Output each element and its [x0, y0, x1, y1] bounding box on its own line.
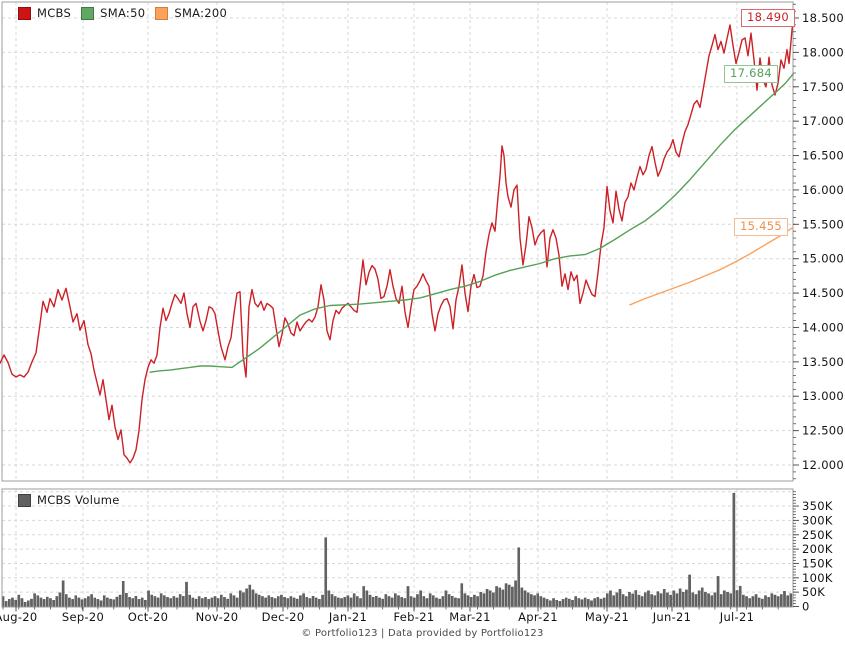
mcbs-series-swatch-icon: [18, 6, 31, 20]
svg-text:Nov-20: Nov-20: [196, 610, 239, 624]
svg-text:350K: 350K: [802, 499, 833, 513]
end-label-mcbs: 18.490: [740, 9, 795, 28]
attribution-footer: © Portfolio123 | Data provided by Portfo…: [301, 628, 544, 639]
svg-text:Feb-21: Feb-21: [394, 610, 435, 624]
svg-text:Jun-21: Jun-21: [652, 610, 692, 624]
svg-text:13.500: 13.500: [802, 355, 844, 369]
end-label-sma200: 15.455: [733, 217, 788, 236]
svg-text:13.000: 13.000: [802, 389, 844, 403]
svg-text:12.000: 12.000: [802, 458, 844, 472]
legend-label-sma200: SMA:200: [174, 6, 228, 20]
svg-text:0: 0: [802, 600, 810, 614]
svg-text:16.000: 16.000: [802, 183, 844, 197]
sma50-line: [149, 73, 794, 373]
panel-borders: [1, 1, 794, 608]
price-axis-labels: 12.000 12.500 13.000 13.500 14.000 14.500 15.0…: [793, 3, 844, 480]
svg-text:Oct-20: Oct-20: [128, 610, 168, 624]
svg-text:17.500: 17.500: [802, 80, 844, 94]
svg-text:16.500: 16.500: [802, 149, 844, 163]
svg-text:18.000: 18.000: [802, 45, 844, 59]
end-label-sma50: 17.684: [723, 64, 778, 83]
svg-text:Apr-21: Apr-21: [518, 610, 558, 624]
sma200-series-swatch-icon: [155, 6, 169, 20]
legend-item-mcbs: MCBS: [18, 6, 71, 20]
legend-item-sma200: SMA:200: [155, 6, 227, 20]
svg-text:Aug-20: Aug-20: [0, 610, 38, 624]
volume-bars: [1, 492, 793, 607]
svg-text:15.500: 15.500: [802, 217, 844, 231]
sma50-series-swatch-icon: [81, 6, 95, 20]
svg-text:50K: 50K: [802, 585, 825, 599]
volume-legend: MCBS Volume: [18, 493, 120, 507]
legend-item-sma50: SMA:50: [81, 6, 145, 20]
svg-text:Dec-20: Dec-20: [262, 610, 305, 624]
svg-text:300K: 300K: [802, 513, 833, 527]
svg-text:250K: 250K: [802, 528, 833, 542]
svg-text:100K: 100K: [802, 571, 833, 585]
svg-text:150K: 150K: [802, 556, 833, 570]
price-legend: MCBS SMA:50 SMA:200: [18, 6, 227, 20]
legend-item-volume: MCBS Volume: [18, 493, 120, 507]
x-axis-labels: Aug-20 Sep-20 Oct-20 Nov-20 Dec-20 Jan-21 Feb-…: [0, 607, 779, 624]
svg-text:Jan-21: Jan-21: [328, 610, 367, 624]
svg-text:14.000: 14.000: [802, 320, 844, 334]
svg-text:200K: 200K: [802, 542, 833, 556]
svg-text:14.500: 14.500: [802, 286, 844, 300]
svg-text:18.500: 18.500: [802, 11, 844, 25]
gridlines: [2, 2, 793, 607]
volume-series-swatch-icon: [18, 493, 31, 507]
legend-label-sma50: SMA:50: [100, 6, 146, 20]
svg-text:Jul-21: Jul-21: [719, 610, 754, 624]
legend-label-mcbs: MCBS: [37, 6, 72, 20]
sma200-line: [629, 226, 794, 306]
legend-label-volume: MCBS Volume: [37, 493, 120, 507]
svg-text:Mar-21: Mar-21: [449, 610, 491, 624]
mcbs-line: [0, 18, 794, 464]
svg-text:Sep-20: Sep-20: [62, 610, 104, 624]
svg-text:17.000: 17.000: [802, 114, 844, 128]
svg-text:May-21: May-21: [585, 610, 629, 624]
svg-text:15.000: 15.000: [802, 252, 844, 266]
svg-text:12.500: 12.500: [802, 424, 844, 438]
